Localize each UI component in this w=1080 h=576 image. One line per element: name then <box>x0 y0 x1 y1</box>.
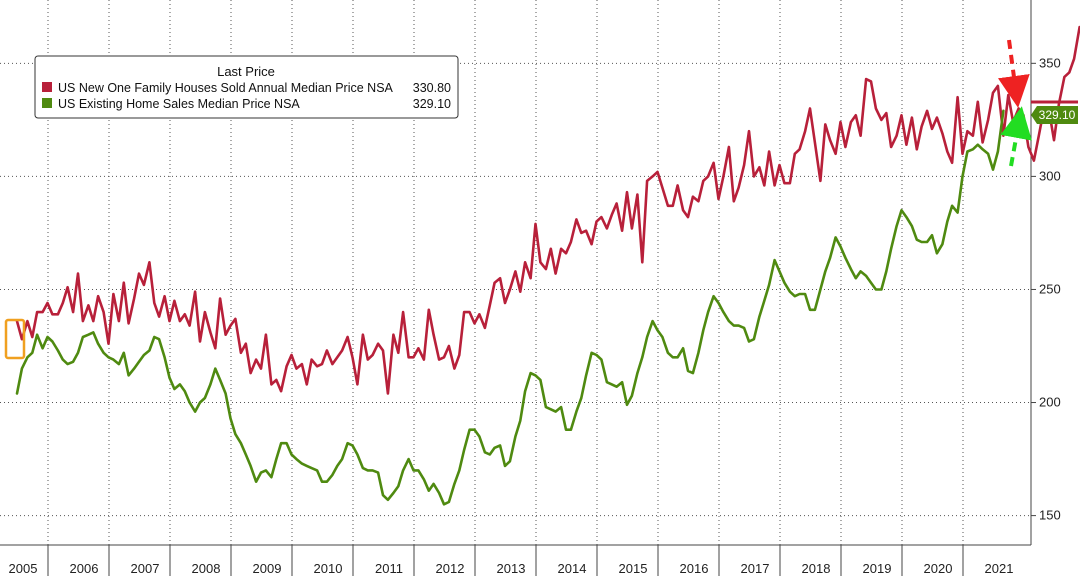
x-tick-label: 2016 <box>680 561 709 576</box>
legend-box <box>34 55 459 119</box>
y-tick-label: 350 <box>1039 55 1061 70</box>
y-tick-label: 150 <box>1039 508 1061 523</box>
x-tick-label: 2011 <box>375 561 403 576</box>
x-tick-label: 2007 <box>131 561 160 576</box>
series-line-existing-homes <box>15 109 1005 506</box>
y-tick-label: 300 <box>1039 168 1061 183</box>
x-tick-label: 2013 <box>497 561 526 576</box>
existing-homes-last-value-badge <box>1031 106 1078 124</box>
x-tick-label: 2019 <box>863 561 892 576</box>
series-line-new-homes <box>15 25 1080 395</box>
down-arrow-annotation <box>998 39 1030 108</box>
x-tick-label: 2009 <box>253 561 282 576</box>
legend-swatch-existing-homes <box>42 98 52 108</box>
x-tick-label: 2014 <box>558 561 587 576</box>
x-tick-label: 2012 <box>436 561 465 576</box>
x-tick-label: 2017 <box>741 561 770 576</box>
x-tick-label: 2018 <box>802 561 831 576</box>
y-tick-label: 250 <box>1039 281 1061 296</box>
x-tick-label: 2015 <box>619 561 648 576</box>
legend-title: Last Price <box>217 64 275 79</box>
legend-label-existing-homes: US Existing Home Sales Median Price NSA <box>58 97 300 111</box>
x-tick-label: 2006 <box>70 561 99 576</box>
crossover-highlight-box <box>4 318 26 360</box>
x-tick-label: 2021 <box>985 561 1014 576</box>
existing-homes-last-value-text: 329.10 <box>1039 108 1076 122</box>
x-tick-label: 2005 <box>9 561 38 576</box>
y-tick-label: 200 <box>1039 395 1061 410</box>
legend: Last Price US New One Family Houses Sold… <box>34 55 459 119</box>
legend-value-existing-homes: 329.10 <box>413 97 451 111</box>
legend-swatch-new-homes <box>42 82 52 92</box>
x-tick-label: 2008 <box>192 561 221 576</box>
legend-label-new-homes: US New One Family Houses Sold Annual Med… <box>58 81 394 95</box>
last-value-badges: 329.10 <box>1031 100 1078 124</box>
x-tick-label: 2020 <box>924 561 953 576</box>
up-arrow-annotation <box>1000 106 1032 167</box>
legend-value-new-homes: 330.80 <box>413 81 451 95</box>
x-tick-label: 2010 <box>314 561 343 576</box>
